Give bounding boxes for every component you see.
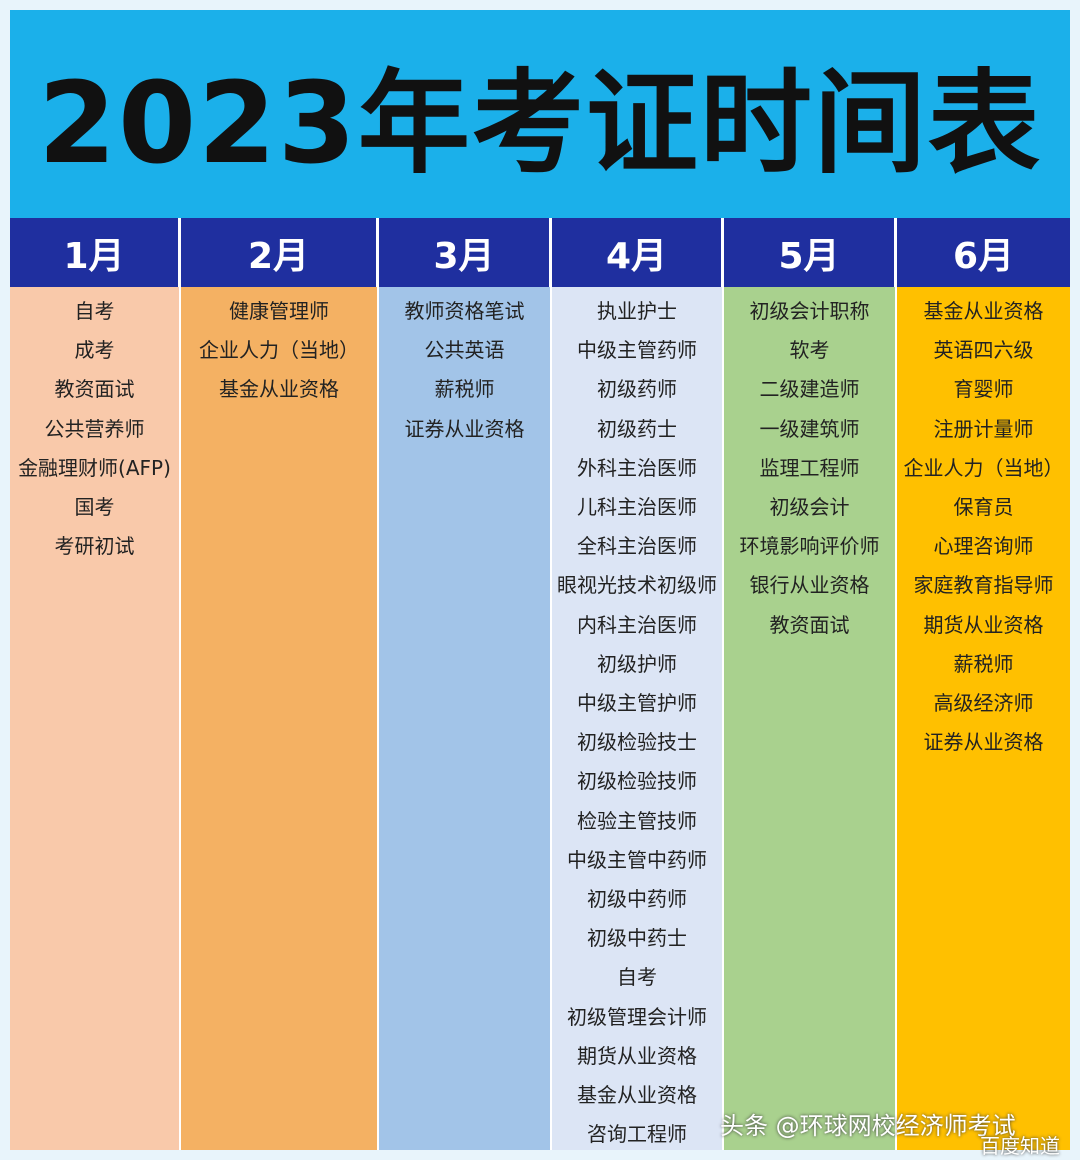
- exam-item: 初级检验技士: [577, 730, 697, 755]
- exam-item: 金融理财师(AFP): [18, 455, 171, 480]
- exam-item: 育婴师: [953, 377, 1014, 402]
- column: 健康管理师企业人力（当地） 基金从业资格: [181, 287, 379, 1150]
- exam-item: 银行从业资格: [749, 573, 870, 598]
- exam-item: 初级中药士: [587, 926, 687, 951]
- column: 自考成考教资面试公共营养师金融理财师(AFP) 国考考研初试: [10, 287, 181, 1150]
- exam-item: 成考: [74, 338, 115, 363]
- exam-item: 基金从业资格: [923, 299, 1044, 323]
- exam-item: 初级药士: [597, 416, 677, 441]
- exam-item: 初级会计职称: [749, 299, 870, 323]
- exam-item: 内科主治医师: [577, 612, 697, 637]
- watermark: 头条 @环球网校经济师考试: [720, 1112, 1016, 1140]
- exam-item: 二级建造师: [759, 377, 860, 402]
- exam-item: 企业人力（当地）: [903, 455, 1064, 480]
- exam-item: 儿科主治医师: [577, 495, 697, 519]
- exam-item: 保育员: [953, 495, 1014, 519]
- exam-item: 教资面试: [769, 612, 850, 637]
- title-bar: 2023年考证时间表: [10, 10, 1070, 218]
- column-header: 5月: [724, 218, 897, 287]
- exam-item: 企业人力（当地）: [199, 338, 359, 363]
- exam-item: 初级会计: [769, 495, 850, 519]
- exam-item: 证券从业资格: [404, 416, 525, 441]
- column-header: 2月: [181, 218, 379, 287]
- exam-item: 高级经济师: [933, 691, 1034, 715]
- exam-item: 中级主管中药师: [567, 847, 707, 872]
- exam-item: 薪税师: [953, 651, 1014, 676]
- exam-item: 教资面试: [54, 377, 135, 402]
- exam-item: 公共营养师: [44, 416, 145, 441]
- exam-item: 期货从业资格: [923, 612, 1044, 637]
- exam-item: 期货从业资格: [577, 1043, 697, 1068]
- exam-item: 咨询工程师: [587, 1122, 687, 1147]
- exam-item: 基金从业资格: [219, 377, 339, 402]
- exam-item: 全科主治医师: [577, 534, 697, 559]
- column-header: 4月: [552, 218, 724, 287]
- exam-item: 公共英语: [424, 338, 505, 363]
- column-header: 1月: [10, 218, 181, 287]
- exam-item: 英语四六级: [933, 338, 1034, 363]
- exam-item: 健康管理师: [229, 299, 329, 323]
- column-header: 3月: [379, 218, 552, 287]
- exam-item: 软考: [789, 338, 830, 363]
- exam-item: 家庭教育指导师: [913, 573, 1054, 598]
- column-header: 6月: [897, 218, 1070, 287]
- exam-item: 证券从业资格: [923, 730, 1044, 755]
- column: 初级会计职称 软考二级建造师一级建筑师监理工程师初级会计环境影响评价师 银行从业资格…: [724, 287, 897, 1150]
- exam-item: 自考: [74, 299, 115, 323]
- exam-item: 基金从业资格: [577, 1083, 697, 1107]
- exam-item: 中级主管药师: [577, 338, 697, 363]
- exam-item: 注册计量师: [933, 416, 1034, 441]
- exam-item: 检验主管技师: [577, 808, 697, 833]
- exam-item: 中级主管护师: [577, 691, 697, 715]
- exam-item: 眼视光技术初级师: [557, 573, 717, 598]
- column: 执业护士中级主管药师 初级药师初级药士外科主治医师 儿科主治医师 全科主治医师 眼视光技…: [552, 287, 724, 1150]
- exam-item: 监理工程师: [759, 455, 860, 480]
- column: 教师资格笔试 公共英语薪税师证券从业资格: [379, 287, 552, 1150]
- exam-item: 初级管理会计师: [567, 1004, 707, 1029]
- title: 2023年考证时间表: [38, 59, 1042, 189]
- exam-item: 执业护士: [597, 299, 677, 323]
- exam-item: 初级护师: [597, 651, 677, 676]
- exam-item: 初级检验技师: [577, 769, 697, 794]
- exam-item: 外科主治医师: [577, 455, 697, 480]
- exam-item: 初级药师: [597, 377, 677, 402]
- exam-item: 心理咨询师: [933, 534, 1034, 559]
- exam-item: 教师资格笔试: [404, 299, 525, 323]
- exam-item: 考研初试: [54, 534, 135, 559]
- exam-item: 初级中药师: [587, 887, 687, 911]
- exam-item: 环境影响评价师: [739, 534, 880, 559]
- watermark: 百度知道: [980, 1134, 1060, 1158]
- column: 基金从业资格 英语四六级育婴师注册计量师企业人力（当地） 保育员心理咨询师家庭教育指…: [897, 287, 1070, 1150]
- exam-item: 国考: [74, 495, 115, 519]
- exam-item: 自考: [617, 965, 657, 990]
- exam-item: 一级建筑师: [759, 416, 860, 441]
- exam-item: 薪税师: [434, 377, 495, 402]
